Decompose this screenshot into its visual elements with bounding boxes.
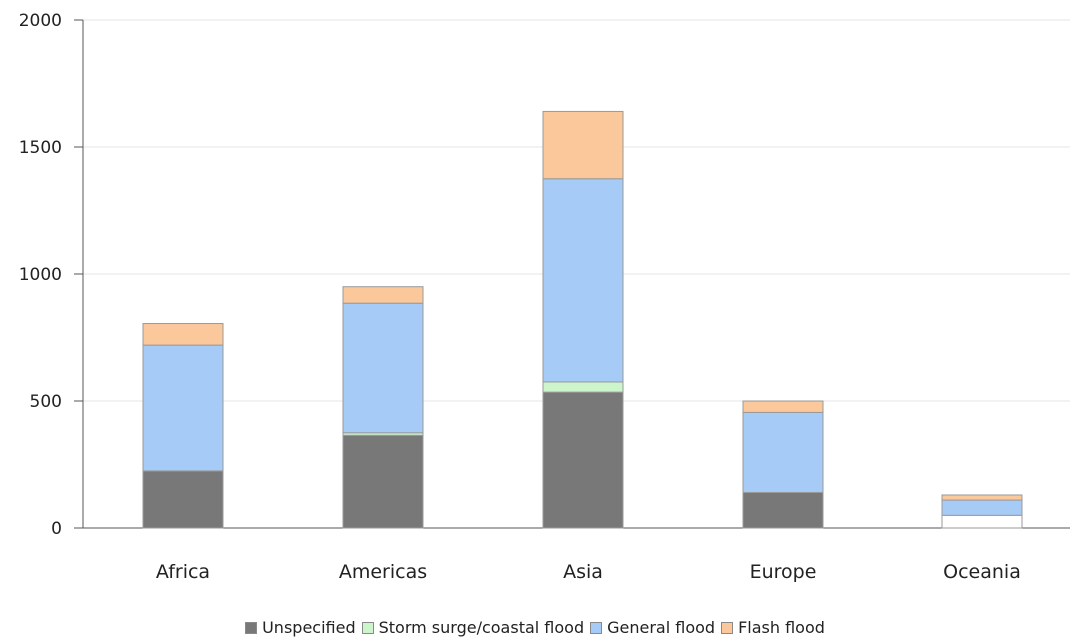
bar-segment-asia-unspecified [542, 391, 624, 529]
legend-label: Flash flood [738, 618, 825, 637]
bar-segment-oceania-general-flood [941, 499, 1023, 516]
legend-label: Storm surge/coastal flood [378, 618, 585, 637]
x-tick-labels: Africa Americas Asia Europe Oceania [156, 561, 1021, 583]
legend-swatch [721, 621, 734, 634]
legend-swatch [361, 621, 374, 634]
bar-segment-americas-general-flood [342, 302, 424, 434]
bar-segment-asia-storm-surge-coastal-flood [542, 381, 624, 393]
bar-segment-africa-general-flood [142, 344, 224, 472]
y-tick-label: 1000 [19, 265, 62, 285]
bar-segment-oceania-flash-flood [941, 494, 1023, 501]
bar-segment-europe-unspecified [742, 491, 824, 529]
legend-item: Unspecified [245, 618, 356, 637]
y-tick-label: 2000 [19, 11, 62, 31]
legend-item: Storm surge/coastal flood [361, 618, 585, 637]
y-tick-label: 0 [51, 519, 62, 539]
bar-segment-asia-flash-flood [542, 110, 624, 180]
x-tick-label: Africa [156, 561, 210, 583]
legend-item: General flood [590, 618, 715, 637]
legend-swatch [245, 621, 258, 634]
stacked-bar-chart: 0 500 1000 1500 2000 Africa Americas Asia Europ… [19, 11, 1070, 583]
bar-segment-africa-unspecified [142, 470, 224, 529]
x-tick-label: Asia [563, 561, 603, 583]
bar-segment-americas-flash-flood [342, 286, 424, 304]
legend-label: Unspecified [262, 618, 356, 637]
bar-segment-africa-flash-flood [142, 323, 224, 346]
bar-segment-oceania-unspecified [941, 514, 1023, 529]
bar-segment-americas-unspecified [342, 434, 424, 529]
x-tick-label: Europe [750, 561, 817, 583]
legend-label: General flood [607, 618, 716, 637]
bar-segment-europe-flash-flood [742, 400, 824, 413]
y-tick-label: 1500 [19, 138, 62, 158]
bars [142, 110, 1023, 529]
legend-item: Flash flood [721, 618, 825, 637]
y-tick-label: 500 [30, 392, 62, 412]
bar-segment-europe-general-flood [742, 411, 824, 493]
legend-swatch [590, 621, 603, 634]
x-tick-label: Americas [339, 561, 427, 583]
legend: Unspecified Storm surge/coastal flood Gene… [0, 618, 1070, 638]
x-tick-label: Oceania [943, 561, 1021, 583]
bar-segment-asia-general-flood [542, 178, 624, 383]
y-tick-labels: 0 500 1000 1500 2000 [19, 11, 62, 539]
